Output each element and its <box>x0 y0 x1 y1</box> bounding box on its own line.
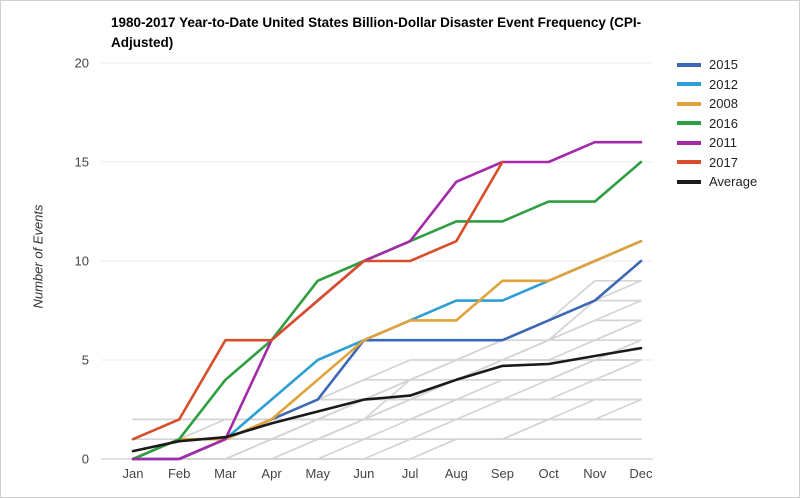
legend-swatch-2015 <box>677 62 701 67</box>
x-tick-label: Jul <box>402 466 419 481</box>
y-tick-label: 20 <box>75 56 89 71</box>
legend-item-2011: 2011 <box>677 133 757 153</box>
x-tick-label: Dec <box>629 466 653 481</box>
series-line-2008 <box>131 239 643 461</box>
legend-label-2012: 2012 <box>709 76 738 92</box>
legend-item-2008: 2008 <box>677 94 757 114</box>
background-year-line <box>132 398 642 460</box>
x-tick-label: Sep <box>491 466 514 481</box>
legend-item-2012: 2012 <box>677 75 757 95</box>
background-year-line <box>132 438 642 460</box>
y-tick-label: 0 <box>82 452 89 467</box>
legend-item-2016: 2016 <box>677 114 757 134</box>
series-line-2017 <box>131 160 504 441</box>
series-line-2011 <box>131 140 643 461</box>
chart-legend: 2015 2012 2008 2016 2011 2017 Average <box>677 55 757 192</box>
background-year-line <box>132 359 642 421</box>
y-tick-label: 15 <box>75 155 89 170</box>
legend-item-Average: Average <box>677 172 757 192</box>
x-tick-label: Jan <box>123 466 144 481</box>
series-line-Average <box>131 346 643 453</box>
legend-item-2015: 2015 <box>677 55 757 75</box>
legend-item-2017: 2017 <box>677 153 757 173</box>
x-tick-label: Aug <box>445 466 468 481</box>
legend-swatch-2008 <box>677 101 701 106</box>
legend-swatch-2016 <box>677 121 701 126</box>
legend-label-2011: 2011 <box>709 135 737 151</box>
x-tick-label: Feb <box>168 466 190 481</box>
legend-swatch-Average <box>677 179 701 184</box>
chart-title: 1980-2017 Year-to-Date United States Bil… <box>111 15 642 51</box>
legend-swatch-2017 <box>677 160 701 165</box>
legend-label-2008: 2008 <box>709 96 738 112</box>
x-tick-label: Apr <box>261 466 282 481</box>
series-line-2016 <box>131 160 643 461</box>
legend-swatch-2012 <box>677 82 701 87</box>
x-tick-label: Jun <box>353 466 374 481</box>
x-tick-label: Mar <box>214 466 237 481</box>
y-tick-label: 5 <box>82 353 89 368</box>
x-tick-label: Oct <box>539 466 560 481</box>
x-tick-label: Nov <box>583 466 607 481</box>
legend-label-Average: Average <box>709 174 758 190</box>
legend-label-2016: 2016 <box>709 115 738 131</box>
x-tick-label: May <box>305 466 330 481</box>
legend-swatch-2011 <box>677 140 701 145</box>
legend-label-2017: 2017 <box>709 154 738 170</box>
background-year-line <box>132 398 642 460</box>
legend-label-2015: 2015 <box>709 57 738 73</box>
y-tick-label: 10 <box>75 254 89 269</box>
